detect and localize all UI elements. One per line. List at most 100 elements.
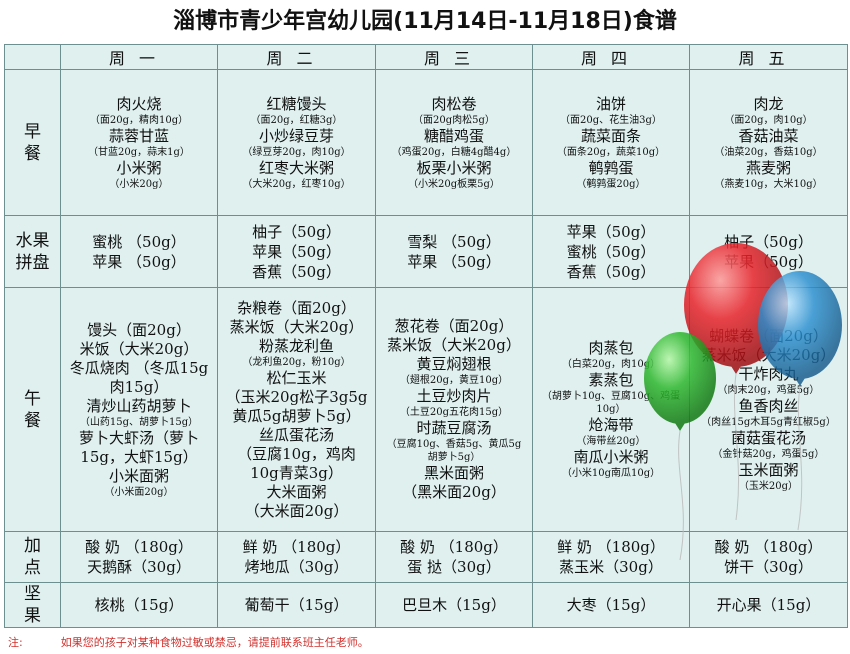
menu-item: 雪梨 （50g） — [407, 232, 501, 251]
dish-name: 小炒绿豆芽 — [258, 126, 334, 145]
fruit-cell: 蜜桃 （50g） 苹果 （50g） — [60, 214, 218, 289]
dish-ingredients: （豆腐10g、香菇5g、黄瓜5g胡萝卜5g） — [386, 439, 522, 464]
fruit-cell: 柚子（50g） 苹果（50g） 香蕉（50g） — [217, 214, 376, 289]
fruit-cell: 苹果（50g） 蜜桃（50g） 香蕉（50g） — [532, 214, 690, 289]
dish-ingredients: （龙利鱼20g，粉10g） — [242, 356, 351, 368]
day-header-fri: 周五 — [689, 43, 848, 71]
dish-name: 蒜蓉甘蓝 — [108, 126, 169, 145]
row-label-nuts: 坚果 — [4, 581, 61, 629]
dish-name: 粉蒸龙利鱼 — [258, 336, 334, 355]
row-label-line: 餐 — [24, 143, 41, 164]
dish-ingredients: （海带丝20g） — [576, 436, 646, 448]
dish-name: 油饼 — [595, 94, 626, 113]
menu-item: 柚子（50g） — [724, 232, 813, 251]
nuts-cell: 大枣（15g） — [532, 581, 690, 629]
dish-ingredients: （胡萝卜10g、豆腐10g、鸡蛋10g） — [541, 391, 681, 416]
dish-name: 蒸米饭（大米20g） — [229, 317, 364, 336]
menu-item: 苹果（50g） — [252, 242, 341, 261]
menu-item: 香蕉（50g） — [252, 262, 341, 281]
fruit-row: 水果 拼盘 蜜桃 （50g） 苹果 （50g） 柚子（50g） 苹果（50g） 香蕉（5… — [4, 214, 848, 289]
dish-ingredients: （小米20g板栗5g） — [408, 178, 500, 190]
dish-name: 蔬菜面条 — [580, 126, 641, 145]
menu-table: 周一 周二 周三 周四 周五 早餐 肉火烧 （面20g，精肉10g） 蒜蓉甘蓝 （甘蓝… — [4, 43, 848, 629]
dish-ingredients: （面20g，红糖3g） — [250, 114, 343, 126]
breakfast-row: 早餐 肉火烧 （面20g，精肉10g） 蒜蓉甘蓝 （甘蓝20g，蒜末1g） 小米粥 （小米… — [4, 69, 848, 216]
dish-name: 干炸肉丸 — [738, 364, 799, 383]
fruit-cell: 柚子（50g） 苹果（50g） — [689, 214, 848, 289]
dish-ingredients: （小米10g南瓜10g） — [561, 468, 661, 480]
nuts-row: 坚果 核桃（15g） 葡萄干（15g） 巴旦木（15g） 大枣（15g） 开心果… — [4, 581, 848, 629]
dish-name: 肉火烧 — [116, 94, 162, 113]
day-header-thu: 周四 — [532, 43, 690, 71]
dish-name: 燕麦粥 — [745, 158, 791, 177]
dish-name: 肉松卷 — [431, 94, 477, 113]
dish-name: 炝海带 — [588, 416, 634, 435]
dish-name: （黑米面20g） — [402, 483, 506, 502]
dish-ingredients: （面20g，肉10g） — [724, 114, 813, 126]
snack-cell: 鲜 奶 （180g） 蒸玉米（30g） — [532, 531, 690, 583]
menu-item: 柚子（50g） — [252, 222, 341, 241]
snack-row: 加点 酸 奶 （180g） 天鹅酥（30g） 鲜 奶 （180g） 烤地瓜（30g）… — [4, 531, 848, 583]
dish-name: 黄豆焖翅根 — [416, 355, 492, 374]
dish-ingredients: （肉丝15g木耳5g青红椒5g） — [701, 416, 836, 428]
dish-name: 肉蒸包 — [588, 339, 634, 358]
dish-ingredients: （面20g肉松5g） — [413, 114, 495, 126]
dish-ingredients: （大米20g，红枣10g） — [242, 178, 351, 190]
menu-item: 蜜桃（50g） — [566, 242, 656, 261]
dish-name: 糖醋鸡蛋 — [423, 126, 484, 145]
header-row: 周一 周二 周三 周四 周五 — [4, 43, 848, 71]
nuts-cell: 核桃（15g） — [60, 581, 218, 629]
menu-item: 蛋 挞（30g） — [407, 558, 501, 577]
fruit-cell: 雪梨 （50g） 苹果 （50g） — [375, 214, 533, 289]
dish-name: 肉龙 — [753, 94, 784, 113]
menu-item: 香蕉（50g） — [566, 262, 656, 281]
dish-ingredients: （面20g、花生油3g） — [560, 114, 662, 126]
menu-item: 饼干（30g） — [724, 558, 813, 577]
dish-name: 素蒸包 — [588, 371, 634, 390]
breakfast-cell: 油饼 （面20g、花生油3g） 蔬菜面条 （面条20g，蔬菜10g） 鹌鹑蛋 （鹌鹑蛋20… — [532, 69, 690, 216]
dish-ingredients: （小米面20g） — [104, 486, 174, 498]
corner-cell — [4, 43, 61, 71]
dish-name: 杂粮卷（面20g） — [237, 298, 356, 317]
day-header-tue: 周二 — [217, 43, 376, 71]
page-title: 淄博市青少年宫幼儿园(11月14日-11月18日)食谱 — [173, 9, 677, 34]
menu-item: 鲜 奶 （180g） — [242, 538, 351, 557]
row-label-breakfast: 早餐 — [4, 69, 61, 216]
lunch-cell: 杂粮卷（面20g） 蒸米饭（大米20g） 粉蒸龙利鱼 （龙利鱼20g，粉10g） 松仁玉… — [217, 287, 376, 533]
dish-name: 黑米面粥 — [423, 464, 484, 483]
menu-item: 苹果（50g） — [724, 252, 813, 271]
nuts-item: 大枣（15g） — [566, 595, 656, 614]
dish-ingredients: （金针菇20g，鸡蛋5g） — [712, 448, 825, 460]
snack-cell: 酸 奶 （180g）蛋 挞（30g） — [375, 531, 533, 583]
dish-name: 冬瓜烧肉 （冬瓜15g肉15g） — [69, 358, 209, 396]
dish-name: 菌菇蛋花汤 — [730, 428, 806, 447]
dish-name: 板栗小米粥 — [416, 158, 492, 177]
row-label-line: 餐 — [24, 410, 41, 431]
dish-name: 米饭（大米20g） — [79, 339, 199, 358]
lunch-cell: 馒头（面20g） 米饭（大米20g） 冬瓜烧肉 （冬瓜15g肉15g） 清炒山药胡萝卜… — [60, 287, 218, 533]
allergy-note: 注: 如果您的孩子对某种食物过敏或禁忌，请提前联系班主任老师。 — [8, 634, 369, 650]
dish-ingredients: （小米20g） — [109, 178, 169, 190]
dish-name: 红枣大米粥 — [258, 158, 334, 177]
dish-ingredients: （燕麦10g，大米10g） — [714, 178, 823, 190]
row-label-line: 早 — [24, 121, 41, 142]
dish-name: 南瓜小米粥 — [573, 448, 649, 467]
dish-name: 蒸米饭（大米20g） — [387, 336, 521, 355]
lunch-row: 午餐 馒头（面20g） 米饭（大米20g） 冬瓜烧肉 （冬瓜15g肉15g） 清炒山药… — [4, 287, 848, 533]
nuts-cell: 开心果（15g） — [689, 581, 848, 629]
breakfast-cell: 红糖馒头 （面20g，红糖3g） 小炒绿豆芽 （绿豆芽20g，肉10g） 红枣大米粥 （大… — [217, 69, 376, 216]
row-label-line: 水果 — [15, 230, 50, 251]
note-text: 如果您的孩子对某种食物过敏或禁忌，请提前联系班主任老师。 — [60, 636, 369, 649]
dish-name: （玉米20g松子3g5g黄瓜5g胡萝卜5g） — [225, 387, 368, 425]
dish-name: 鱼香肉丝 — [738, 396, 799, 415]
dish-name: 时蔬豆腐汤 — [416, 419, 492, 438]
row-label-fruit: 水果 拼盘 — [4, 214, 61, 289]
day-header-mon: 周一 — [60, 43, 218, 71]
menu-item: 苹果 （50g） — [407, 252, 501, 271]
note-label: 注: — [8, 636, 23, 649]
dish-name: （大米面20g） — [244, 501, 349, 520]
dish-ingredients: （面20g，精肉10g） — [89, 114, 189, 126]
menu-item: 鲜 奶 （180g） — [557, 538, 665, 557]
dish-name: 土豆炒肉片 — [416, 387, 492, 406]
dish-name: 蒸米饭（大米20g） — [701, 345, 836, 364]
